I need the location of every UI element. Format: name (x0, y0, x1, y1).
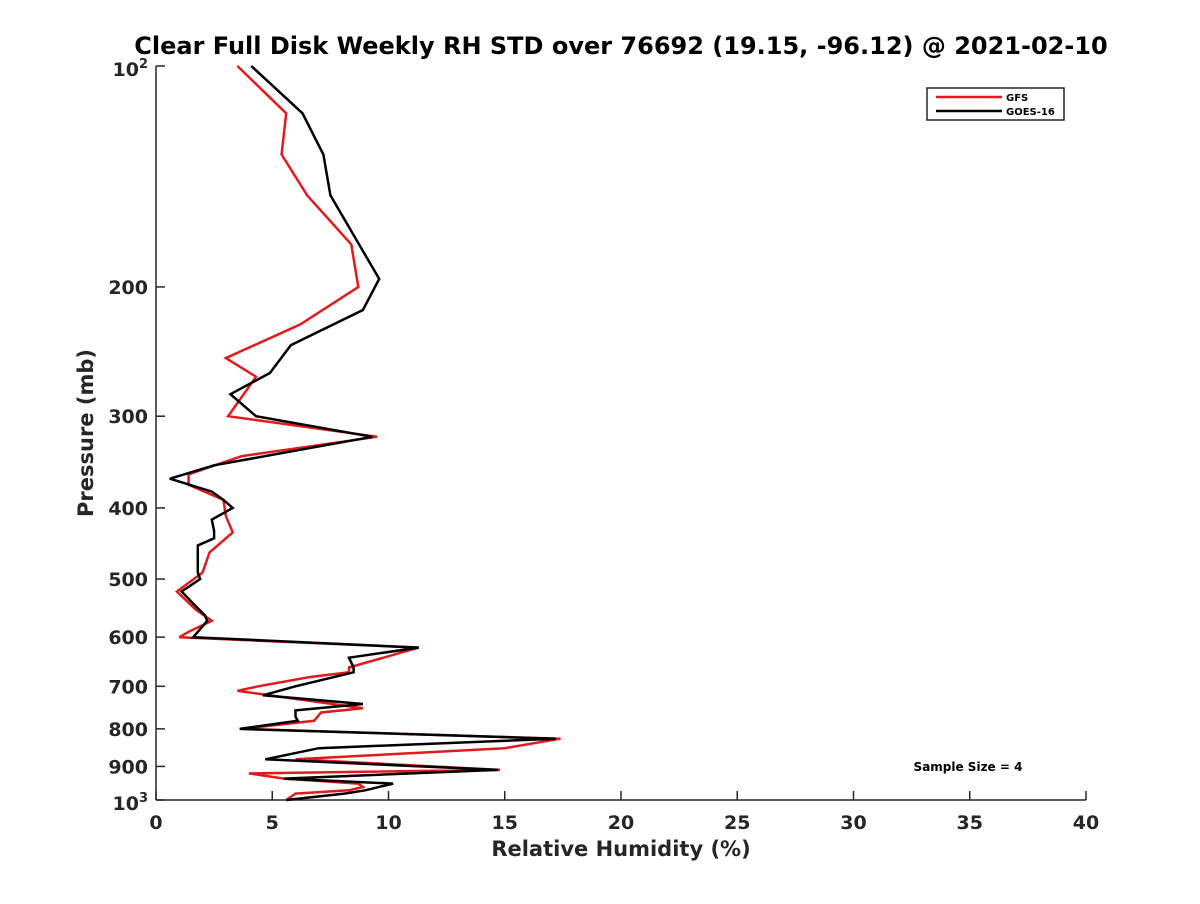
x-tick-label: 20 (608, 812, 634, 834)
legend: GFS GOES-16 (926, 87, 1065, 121)
series-line-gfs (174, 65, 561, 802)
x-tick-label: 0 (149, 812, 162, 834)
y-tick-label: 400 (108, 498, 148, 520)
y-tick-label: 200 (108, 277, 148, 299)
y-tick-top-base: 10 (113, 59, 139, 81)
x-tick-label: 30 (840, 812, 866, 834)
x-axis-label: Relative Humidity (%) (491, 837, 750, 861)
chart-title: Clear Full Disk Weekly RH STD over 76692… (134, 32, 1107, 60)
y-tick-label: 500 (108, 569, 148, 591)
y-tick-top-exp: 2 (139, 57, 148, 72)
y-tick-bottom-exp: 3 (139, 791, 148, 806)
y-tick-label: 600 (108, 627, 148, 649)
x-tick-label: 5 (266, 812, 279, 834)
y-tick-label-bottom: 103 (113, 791, 149, 815)
legend-label-goes16: GOES-16 (1006, 107, 1055, 118)
x-tick-label: 25 (724, 812, 750, 834)
y-tick-bottom-base: 10 (113, 793, 139, 815)
y-tick-label: 800 (108, 719, 148, 741)
x-tick-label: 35 (957, 812, 983, 834)
y-axis-label: Pressure (mb) (74, 349, 98, 517)
x-tick-label: 15 (492, 812, 518, 834)
legend-box (926, 87, 1065, 121)
y-tick-label: 300 (108, 406, 148, 428)
x-tick-label: 10 (375, 812, 401, 834)
y-tick-label-top: 102 (113, 57, 149, 81)
series-layer (169, 65, 561, 802)
plot-area: 0 5 10 15 20 25 30 35 40 200 300 400 500 600 700 800 90… (108, 65, 1099, 834)
y-tick-label: 700 (108, 676, 148, 698)
y-ticks: 200 300 400 500 600 700 800 900 (108, 65, 165, 801)
x-tick-label: 40 (1073, 812, 1099, 834)
legend-label-gfs: GFS (1006, 93, 1028, 104)
y-tick-label: 900 (108, 756, 148, 778)
x-ticks: 0 5 10 15 20 25 30 35 40 (149, 791, 1099, 834)
sample-size-annotation: Sample Size = 4 (914, 760, 1023, 774)
series-line-goes16 (169, 65, 556, 802)
